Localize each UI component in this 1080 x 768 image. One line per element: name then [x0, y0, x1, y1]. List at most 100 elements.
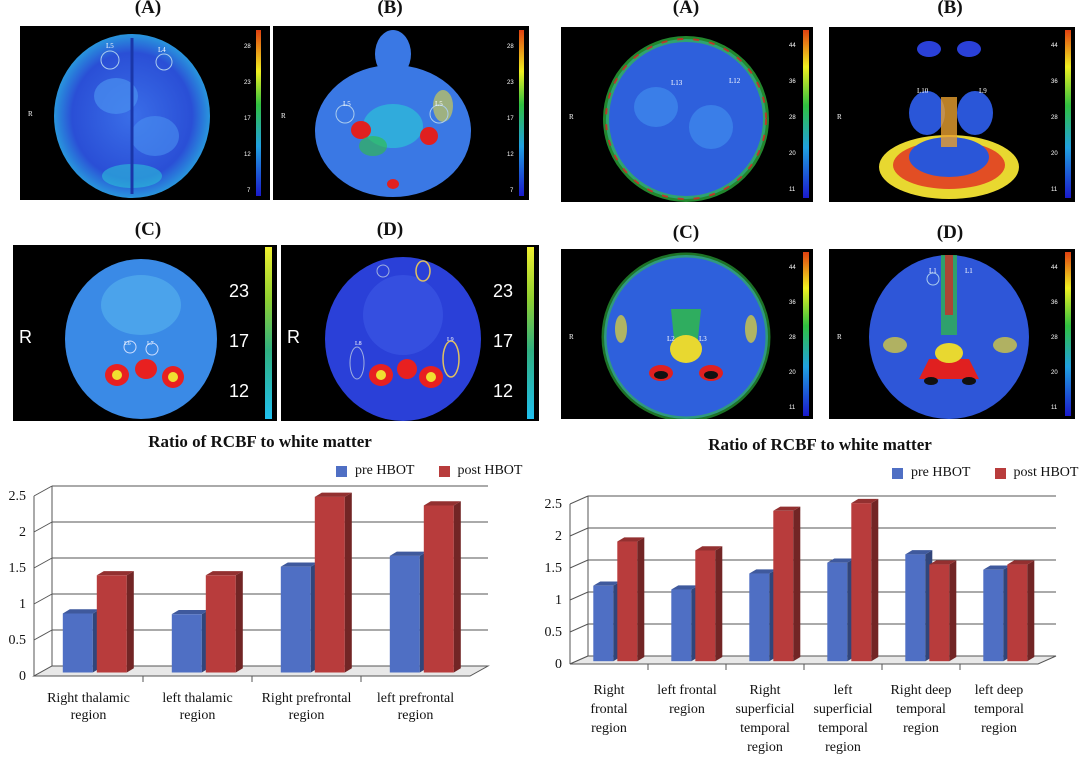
grid-line-diagonal — [33, 629, 53, 641]
scale-label: 28 — [1051, 335, 1058, 341]
brain-scan-left-b: L5 L5 R 28 23 17 12 7 — [273, 26, 529, 200]
scale-label: 20 — [789, 151, 796, 157]
scale-label: 44 — [1051, 43, 1058, 49]
side-letter: R — [569, 333, 574, 341]
x-category-label: left prefrontal — [377, 691, 454, 706]
x-category-label: Right prefrontal — [262, 691, 352, 706]
scale-label: 12 — [493, 381, 513, 401]
roi-label: L13 — [671, 79, 683, 87]
legend-label-pre: pre HBOT — [355, 463, 415, 478]
roi-label: L5 — [343, 100, 351, 108]
roi-label: L5 — [435, 100, 443, 108]
legend-swatch-pre — [336, 465, 347, 477]
y-tick-label: 2 — [19, 525, 26, 540]
x-category-label: Right — [593, 683, 624, 698]
scale-label: 20 — [1051, 151, 1058, 157]
scale-label: 23 — [493, 281, 513, 301]
brain-scan-right-d: L1 L1 R 44 36 28 20 11 — [829, 249, 1075, 419]
chart-title: Ratio of RCBF to white matter — [148, 432, 372, 451]
bar-pre — [749, 569, 777, 662]
y-tick-label: 2.5 — [545, 497, 563, 512]
brain-scan-right-a: L13 L12 R 44 36 28 20 11 — [561, 27, 813, 202]
y-tick-label: 1 — [19, 597, 26, 612]
panel-label-right-c: (C) — [672, 222, 700, 243]
grid-line-diagonal — [569, 495, 589, 505]
chart-legend: pre HBOT post HBOT — [336, 463, 522, 479]
roi-label: L3 — [699, 335, 707, 343]
x-category-label: temporal — [896, 702, 946, 717]
side-letter: R — [569, 113, 574, 121]
scale-label: 11 — [789, 187, 796, 193]
scale-label: 28 — [1051, 115, 1058, 121]
scale-label: 17 — [244, 116, 251, 122]
roi-label: L6 — [124, 341, 131, 347]
scale-label: 11 — [789, 405, 796, 411]
y-tick-label: 2.5 — [9, 489, 27, 504]
scale-label: 28 — [507, 44, 514, 50]
bar-chart-1: 0 0.5 1 1.5 2 2.5 Right thalamic region left tha… — [9, 485, 490, 723]
panel-label-right-d: (D) — [936, 222, 964, 243]
panel-label-right-b: (B) — [937, 0, 963, 18]
roi-label: L9 — [979, 87, 987, 95]
bar-pre — [389, 551, 427, 673]
bar-pre — [905, 550, 933, 662]
chart-legend: pre HBOT post HBOT — [892, 465, 1078, 481]
grid-line-diagonal — [569, 527, 589, 537]
roi-label: L1 — [929, 267, 937, 275]
roi-label: L2 — [667, 335, 675, 343]
scale-label: 17 — [507, 116, 514, 122]
roi-label: L10 — [917, 87, 929, 95]
grid-line-diagonal — [33, 485, 53, 497]
scale-label: 44 — [1051, 265, 1058, 271]
legend-swatch-pre — [892, 467, 903, 479]
x-category-label: region — [825, 740, 861, 755]
scale-label: 28 — [789, 115, 796, 121]
scale-label: 20 — [789, 370, 796, 376]
legend-label-post: post HBOT — [457, 463, 523, 478]
bar-post — [314, 492, 352, 673]
brain-scan-right-c: L2 L3 R 44 36 28 20 11 — [561, 249, 813, 419]
y-tick-label: 0.5 — [545, 625, 563, 640]
x-category-label: region — [289, 708, 325, 723]
bar-pre — [280, 562, 318, 673]
grid-line-diagonal — [33, 557, 53, 569]
x-category-label: region — [669, 702, 705, 717]
x-category-label: region — [180, 708, 216, 723]
roi-label: L8 — [355, 341, 362, 347]
bar-post — [205, 571, 243, 673]
x-category-label: region — [747, 740, 783, 755]
grid-line-diagonal — [33, 593, 53, 605]
scale-label: 12 — [229, 381, 249, 401]
side-letter: R — [287, 327, 300, 347]
x-category-label: region — [981, 721, 1017, 736]
x-category-label: Right — [749, 683, 780, 698]
legend-label-pre: pre HBOT — [911, 465, 971, 480]
scale-label: 44 — [789, 43, 796, 49]
x-category-label: region — [591, 721, 627, 736]
bar-post — [695, 546, 723, 662]
scale-label: 23 — [244, 80, 251, 86]
roi-label: L7 — [147, 341, 154, 347]
y-tick-label: 1.5 — [9, 561, 27, 576]
scale-label: 17 — [493, 331, 513, 351]
scale-label: 7 — [247, 188, 251, 194]
legend-swatch-post — [438, 465, 450, 477]
x-category-label: region — [903, 721, 939, 736]
x-category-label: Right deep — [890, 683, 951, 698]
y-tick-label: 2 — [555, 529, 562, 544]
y-tick-label: 0.5 — [9, 633, 27, 648]
bar-post — [851, 498, 879, 662]
grid-line-diagonal — [33, 521, 53, 533]
x-category-label: temporal — [740, 721, 790, 736]
bar-post — [617, 537, 645, 662]
x-category-label: left thalamic — [162, 691, 232, 706]
chart-floor — [32, 665, 490, 677]
panel-label-left-b: (B) — [377, 0, 403, 18]
scale-label: 28 — [789, 335, 796, 341]
scale-label: 7 — [510, 188, 514, 194]
x-category-label: Right thalamic — [47, 691, 130, 706]
scale-label: 23 — [507, 80, 514, 86]
bar-pre — [827, 558, 855, 662]
scale-label: 36 — [789, 300, 796, 306]
brain-scan-left-d: L8 L9 R 23 17 12 — [281, 245, 539, 421]
